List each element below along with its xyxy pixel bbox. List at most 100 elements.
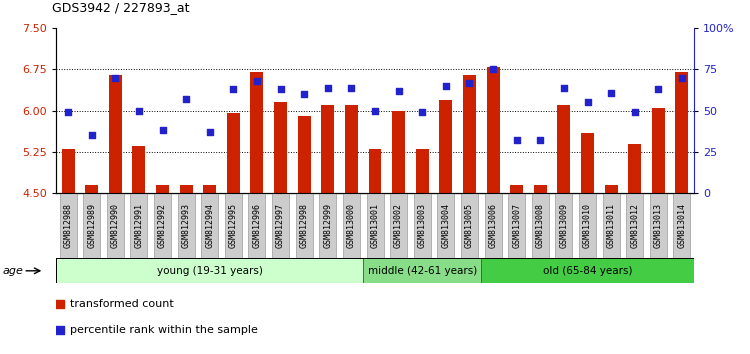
Text: GSM812990: GSM812990 — [111, 203, 120, 248]
Point — [487, 67, 499, 72]
Bar — [652, 108, 664, 193]
Point — [227, 86, 239, 92]
Bar — [650, 193, 667, 258]
Text: GSM813008: GSM813008 — [536, 203, 544, 248]
Point — [322, 85, 334, 90]
Bar — [59, 193, 76, 258]
Text: middle (42-61 years): middle (42-61 years) — [368, 266, 477, 276]
Text: GSM813002: GSM813002 — [394, 203, 403, 248]
Text: GSM813011: GSM813011 — [607, 203, 616, 248]
Text: GSM813012: GSM813012 — [630, 203, 639, 248]
Text: GSM812997: GSM812997 — [276, 203, 285, 248]
Bar — [414, 193, 430, 258]
Bar — [510, 185, 524, 193]
Text: GSM812988: GSM812988 — [64, 203, 73, 248]
Bar — [484, 193, 502, 258]
Text: GSM813001: GSM813001 — [370, 203, 380, 248]
Bar — [178, 193, 194, 258]
Point — [54, 301, 66, 307]
Bar — [274, 102, 287, 193]
Bar — [461, 193, 478, 258]
Bar — [676, 72, 688, 193]
Text: GSM812998: GSM812998 — [300, 203, 309, 248]
Bar — [557, 105, 571, 193]
Bar — [532, 193, 549, 258]
Bar — [272, 193, 289, 258]
Bar — [133, 146, 146, 193]
Point — [581, 99, 593, 105]
Bar — [201, 193, 218, 258]
Bar — [321, 105, 334, 193]
Text: GSM812999: GSM812999 — [323, 203, 332, 248]
Text: GSM812996: GSM812996 — [253, 203, 262, 248]
Bar — [604, 185, 617, 193]
Point — [628, 109, 640, 115]
Text: GSM813005: GSM813005 — [465, 203, 474, 248]
Point — [534, 137, 546, 143]
Point — [605, 90, 617, 95]
Bar — [534, 185, 547, 193]
Bar — [298, 116, 310, 193]
Bar — [296, 193, 313, 258]
Bar — [225, 193, 242, 258]
Bar — [179, 185, 193, 193]
Point — [54, 327, 66, 332]
Point — [511, 137, 523, 143]
Text: GDS3942 / 227893_at: GDS3942 / 227893_at — [53, 1, 190, 14]
Text: GSM813009: GSM813009 — [560, 203, 568, 248]
Point — [133, 108, 145, 114]
Point — [346, 85, 358, 90]
Point — [392, 88, 404, 94]
Bar — [109, 75, 122, 193]
Bar — [626, 193, 644, 258]
Bar — [251, 72, 263, 193]
Text: percentile rank within the sample: percentile rank within the sample — [70, 325, 258, 335]
Text: GSM812993: GSM812993 — [182, 203, 190, 248]
Text: GSM812995: GSM812995 — [229, 203, 238, 248]
Point — [157, 127, 169, 133]
Point — [110, 75, 122, 81]
Bar — [368, 149, 382, 193]
Bar — [320, 193, 336, 258]
Bar — [556, 193, 572, 258]
Point — [558, 85, 570, 90]
Point — [251, 78, 263, 84]
Bar — [579, 193, 596, 258]
Bar — [390, 193, 407, 258]
Point — [464, 80, 476, 85]
Point — [86, 132, 98, 138]
Text: GSM812992: GSM812992 — [158, 203, 167, 248]
Point — [204, 129, 216, 135]
Bar — [86, 185, 98, 193]
Bar — [248, 193, 266, 258]
Point — [369, 108, 381, 114]
Point — [62, 109, 74, 115]
Text: age: age — [2, 266, 23, 276]
Bar — [345, 105, 358, 193]
Text: GSM813003: GSM813003 — [418, 203, 427, 248]
Bar — [581, 133, 594, 193]
Bar — [463, 75, 476, 193]
Point — [440, 83, 452, 89]
Bar — [56, 258, 363, 283]
Bar — [482, 258, 694, 283]
Text: GSM813010: GSM813010 — [583, 203, 592, 248]
Bar — [226, 113, 240, 193]
Bar — [509, 193, 525, 258]
Bar — [363, 258, 482, 283]
Text: GSM813004: GSM813004 — [441, 203, 450, 248]
Bar — [106, 193, 124, 258]
Bar — [343, 193, 360, 258]
Bar — [628, 144, 641, 193]
Text: GSM812989: GSM812989 — [87, 203, 96, 248]
Point — [180, 96, 192, 102]
Bar — [440, 100, 452, 193]
Bar — [674, 193, 691, 258]
Bar — [156, 185, 169, 193]
Bar — [437, 193, 454, 258]
Text: old (65-84 years): old (65-84 years) — [543, 266, 632, 276]
Point — [652, 86, 664, 92]
Bar — [416, 149, 429, 193]
Bar — [62, 149, 74, 193]
Bar — [367, 193, 383, 258]
